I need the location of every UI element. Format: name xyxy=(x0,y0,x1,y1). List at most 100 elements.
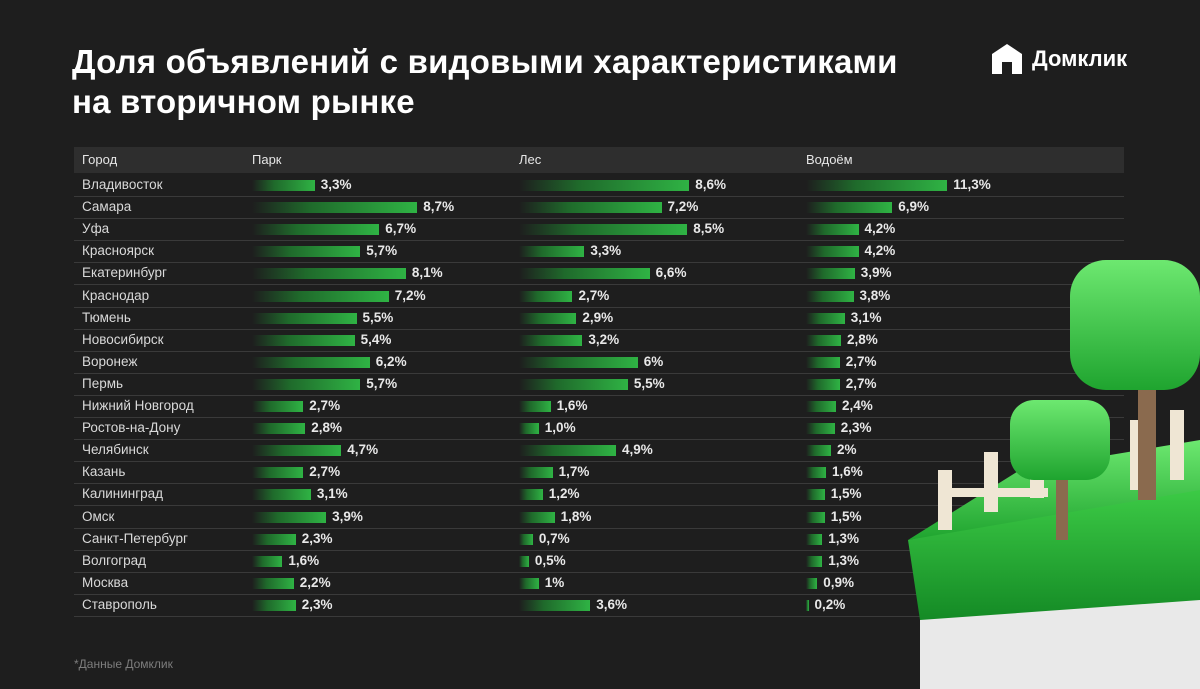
water-value-label: 2,7% xyxy=(845,375,877,391)
water-bar xyxy=(806,334,841,346)
table-row: Новосибирск 5,4% 3,2% 2,8% xyxy=(74,329,1124,352)
forest-value-label: 1,8% xyxy=(560,508,592,524)
park-value-label: 2,3% xyxy=(301,596,333,612)
forest-value-label: 2,7% xyxy=(578,287,610,303)
park-value-label: 5,4% xyxy=(360,331,392,347)
water-bar xyxy=(806,489,825,501)
forest-bar xyxy=(519,467,553,479)
forest-bar xyxy=(519,246,585,258)
chart-title: Доля объявлений с видовыми характеристик… xyxy=(72,42,972,122)
water-bar xyxy=(806,312,845,324)
table-row: Санкт-Петербург 2,3% 0,7% 1,3% xyxy=(74,528,1124,551)
forest-bar xyxy=(519,555,529,567)
city-label: Владивосток xyxy=(82,177,163,192)
forest-value-label: 1,0% xyxy=(544,420,576,436)
city-label: Уфа xyxy=(82,221,110,237)
water-bar xyxy=(806,423,835,435)
brand-logo: Домклик xyxy=(990,42,1127,76)
park-bar xyxy=(252,378,361,390)
park-value-label: 5,7% xyxy=(366,243,398,259)
park-bar xyxy=(252,445,342,457)
city-label: Новосибирск xyxy=(82,331,164,347)
water-value-label: 0,2% xyxy=(814,596,846,612)
column-header-forest: Лес xyxy=(519,152,542,167)
forest-value-label: 1,7% xyxy=(558,464,590,480)
table-row: Воронеж 6,2% 6% 2,7% xyxy=(74,351,1124,374)
forest-bar xyxy=(519,577,539,589)
forest-value-label: 5,5% xyxy=(633,375,665,391)
water-bar xyxy=(806,378,840,390)
water-value-label: 1,3% xyxy=(828,552,860,568)
park-bar xyxy=(252,312,357,324)
water-bar xyxy=(806,268,855,280)
park-value-label: 2,2% xyxy=(299,574,331,590)
water-bar xyxy=(806,577,818,589)
forest-value-label: 3,3% xyxy=(590,243,622,259)
water-bar xyxy=(806,401,836,412)
table-row: Пермь 5,7% 5,5% 2,7% xyxy=(74,373,1124,396)
forest-bar xyxy=(519,511,555,523)
water-value-label: 0,9% xyxy=(823,574,855,590)
table-row: Ростов-на-Дону 2,8% 1,0% 2,3% xyxy=(74,417,1124,441)
forest-bar xyxy=(519,489,543,501)
park-bar xyxy=(252,334,355,346)
forest-bar xyxy=(519,268,650,280)
forest-bar xyxy=(519,401,551,412)
park-value-label: 3,9% xyxy=(332,508,363,524)
city-label: Челябинск xyxy=(82,442,149,458)
forest-value-label: 1,2% xyxy=(548,486,580,502)
table-row: Калининград 3,1% 1,2% 1,5% xyxy=(74,483,1124,507)
table-row: Москва 2,2% 1% 0,9% xyxy=(74,572,1124,595)
table-row: Красноярск 5,7% 3,3% 4,2% xyxy=(74,240,1124,264)
forest-value-label: 0,7% xyxy=(538,530,570,546)
forest-bar xyxy=(519,378,628,390)
city-label: Тюмень xyxy=(82,309,131,325)
forest-bar xyxy=(519,312,577,324)
park-bar xyxy=(252,356,370,368)
park-bar xyxy=(252,180,315,191)
forest-value-label: 4,9% xyxy=(622,442,653,458)
park-bar xyxy=(252,246,361,258)
park-bar xyxy=(252,401,304,412)
column-header-park: Парк xyxy=(252,152,282,167)
park-bar xyxy=(252,599,296,611)
water-value-label: 4,2% xyxy=(864,243,896,259)
park-bar xyxy=(252,533,296,545)
title-line-2: на вторичном рынке xyxy=(72,83,415,120)
city-label: Екатеринбург xyxy=(82,265,167,281)
forest-value-label: 3,2% xyxy=(588,331,620,347)
forest-value-label: 6,6% xyxy=(655,265,687,281)
park-value-label: 8,7% xyxy=(423,199,455,215)
city-label: Ростов-на-Дону xyxy=(82,420,181,436)
park-bar xyxy=(252,577,294,589)
park-value-label: 5,5% xyxy=(362,309,394,325)
city-label: Ставрополь xyxy=(82,596,157,612)
water-bar xyxy=(806,202,893,214)
city-label: Казань xyxy=(82,464,126,480)
water-value-label: 3,8% xyxy=(859,287,891,303)
park-value-label: 1,6% xyxy=(288,552,320,568)
park-value-label: 2,3% xyxy=(301,530,333,546)
park-value-label: 4,7% xyxy=(347,442,379,458)
forest-value-label: 3,6% xyxy=(596,596,628,612)
city-label: Самара xyxy=(82,199,132,215)
forest-value-label: 1% xyxy=(544,574,565,590)
park-value-label: 5,7% xyxy=(366,375,398,391)
water-bar xyxy=(806,599,809,611)
park-bar xyxy=(252,489,311,501)
forest-bar xyxy=(519,423,539,435)
water-bar xyxy=(806,533,823,545)
table-row: Волгоград 1,6% 0,5% 1,3% xyxy=(74,550,1124,573)
water-bar xyxy=(806,180,948,191)
table-row: Ставрополь 2,3% 3,6% 0,2% xyxy=(74,594,1124,617)
forest-bar xyxy=(519,202,662,214)
park-value-label: 3,1% xyxy=(316,486,348,502)
water-bar xyxy=(806,224,859,236)
park-bar xyxy=(252,224,380,236)
tree-illustration xyxy=(908,260,1200,689)
park-bar xyxy=(252,268,406,280)
water-value-label: 2,7% xyxy=(845,353,877,369)
table-row: Казань 2,7% 1,7% 1,6% xyxy=(74,461,1124,485)
water-bar xyxy=(806,511,825,523)
table-row: Омск 3,9% 1,8% 1,5% xyxy=(74,506,1124,529)
